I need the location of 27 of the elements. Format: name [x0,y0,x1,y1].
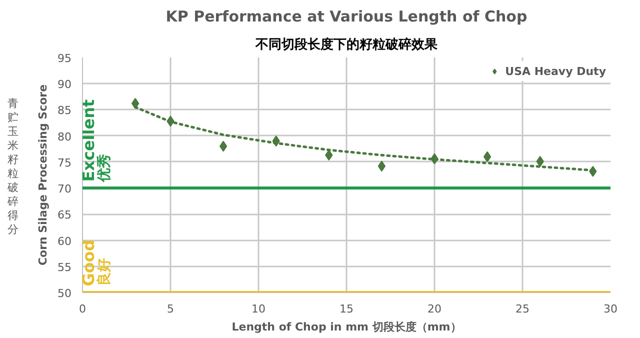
x-tick-label: 25 [516,302,530,316]
chart-title: KP Performance at Various Length of Chop [166,8,528,26]
x-axis-title: Length of Chop in mm 切段长度（mm） [232,320,462,334]
x-tick-label: 30 [604,302,618,316]
x-tick-label: 20 [428,302,442,316]
chart-subtitle: 不同切段长度下的籽粒破碎效果 [254,36,438,52]
y-tick-label: 95 [58,52,72,65]
text: 青贮玉米籽粒破碎得分 [8,97,18,236]
y-axis-title: Corn Silage Processing Score [36,84,50,266]
point [219,140,228,152]
y-tick-label: 75 [58,156,72,170]
y-tick-label: 50 [58,287,72,300]
point [483,151,492,162]
x-tick-label: 15 [340,302,354,316]
x-tick-label: 0 [79,302,86,316]
point [131,98,140,109]
x-tick-label: 5 [167,302,174,316]
y-tick-label: 80 [58,130,72,144]
y-tick-label: 90 [58,78,72,92]
point [378,160,386,172]
legend-label: USA Heavy Duty [505,64,606,78]
y-tick-label: 65 [58,208,72,222]
y-tick-label: 85 [58,104,72,118]
y-tick-label: 55 [58,260,72,274]
y-tick-label: 70 [58,182,72,196]
x-tick-label: 10 [252,302,266,316]
y-tick-label: 60 [58,234,72,248]
